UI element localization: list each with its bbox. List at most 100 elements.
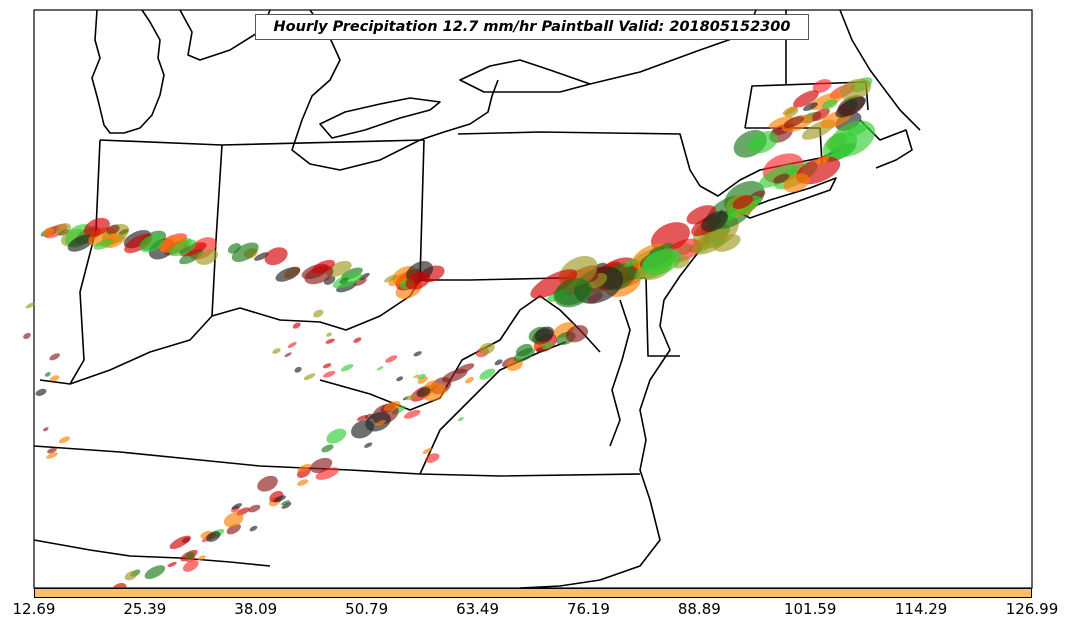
precip-blob: [227, 243, 241, 254]
precip-blob: [793, 90, 819, 108]
precip-blob: [494, 359, 503, 366]
map-frame: [33, 9, 1033, 589]
precip-blob: [197, 555, 206, 561]
precip-blob: [416, 387, 431, 398]
colorbar-tick-label: 63.49: [456, 600, 500, 618]
precip-blob: [339, 277, 349, 284]
precip-blob: [701, 211, 728, 232]
precip-blob: [479, 368, 496, 380]
precip-blob: [196, 249, 219, 265]
state-border-in-oh: [211, 144, 223, 317]
precip-blob: [169, 535, 191, 550]
precip-blob: [310, 457, 333, 474]
precip-blob: [396, 376, 404, 382]
vt-nh-border: [744, 81, 869, 129]
tennessee-south: [33, 539, 271, 567]
state-border-in-north: [99, 139, 425, 146]
precip-blob: [375, 419, 386, 426]
precip-blob: [23, 332, 31, 340]
precip-blob: [144, 565, 166, 579]
precip-blob: [67, 234, 94, 252]
precip-blob: [312, 259, 335, 274]
atlantic-coastline: [519, 209, 723, 589]
colorbar-tick-label: 88.89: [677, 600, 721, 618]
precip-blob: [748, 139, 763, 148]
precip-blob: [46, 452, 58, 459]
precip-blob: [768, 116, 794, 129]
precip-blob: [325, 338, 335, 344]
colorbar-tick-label: 76.19: [566, 600, 610, 618]
precip-blob: [802, 102, 818, 111]
precip-blob: [353, 337, 362, 343]
ohio-river: [39, 279, 421, 385]
precip-blob: [167, 561, 177, 567]
precip-blob: [839, 78, 872, 101]
precip-blob: [43, 427, 49, 432]
us-canada-border-east: [839, 9, 921, 131]
precip-blob: [281, 500, 291, 506]
precip-blob: [321, 444, 334, 453]
precip-blob: [281, 502, 292, 509]
precip-blob: [403, 409, 421, 419]
precip-blob: [385, 355, 398, 363]
ontario-shore: [291, 9, 499, 171]
precip-blob: [292, 322, 301, 329]
lake-erie-shore: [319, 97, 441, 139]
precip-blob: [284, 352, 292, 358]
precip-blob: [565, 325, 589, 343]
precip-blob: [534, 326, 555, 343]
precip-blob: [691, 230, 728, 255]
precip-blob: [416, 373, 426, 380]
precip-blob: [847, 123, 868, 136]
precip-blob: [811, 108, 830, 122]
precip-blob: [340, 364, 354, 372]
precip-blob: [783, 173, 810, 193]
precip-blob: [182, 560, 199, 572]
precip-blob: [275, 266, 301, 282]
precip-blob: [287, 341, 297, 348]
precip-blob: [49, 353, 60, 361]
precip-blob: [93, 238, 113, 250]
precip-blob: [294, 366, 302, 373]
precip-blob: [326, 332, 332, 337]
state-border-pa-north: [457, 131, 701, 187]
precip-blob: [835, 96, 867, 118]
precip-blob: [272, 348, 281, 354]
precip-blob: [773, 173, 790, 184]
precip-blob: [425, 453, 440, 463]
colorbar: [34, 588, 1032, 598]
precip-blob: [530, 269, 578, 299]
precip-blob: [422, 447, 432, 455]
precip-blob: [124, 570, 138, 581]
precip-blob: [106, 224, 120, 235]
precip-blob: [248, 504, 261, 513]
precip-blob: [139, 234, 164, 253]
precip-blob: [50, 375, 60, 382]
precipitation-blobs: [23, 77, 876, 595]
precip-blob: [47, 447, 57, 454]
precip-blob: [323, 370, 336, 378]
precip-blob: [384, 274, 398, 283]
precip-blob: [383, 401, 401, 411]
precip-blob: [465, 376, 475, 384]
precip-blob: [364, 442, 373, 448]
precip-blob: [812, 79, 832, 93]
precip-blob: [642, 248, 682, 275]
precip-blob: [784, 106, 799, 118]
precip-blob: [254, 252, 269, 261]
precip-blob: [185, 551, 195, 560]
precip-blob: [25, 302, 36, 309]
precip-blob: [264, 247, 288, 266]
precip-blob: [553, 278, 593, 308]
precip-blob: [326, 428, 347, 444]
precip-blob: [405, 271, 431, 290]
state-border-il-in: [69, 139, 101, 385]
precip-blob: [624, 258, 638, 268]
precip-blob: [457, 416, 464, 422]
colorbar-tick-label: 114.29: [894, 600, 948, 618]
cape-cod: [859, 119, 913, 169]
precip-blob: [422, 383, 446, 402]
precip-blob: [249, 525, 258, 532]
precip-blob: [44, 372, 51, 377]
precip-blob: [231, 242, 259, 263]
